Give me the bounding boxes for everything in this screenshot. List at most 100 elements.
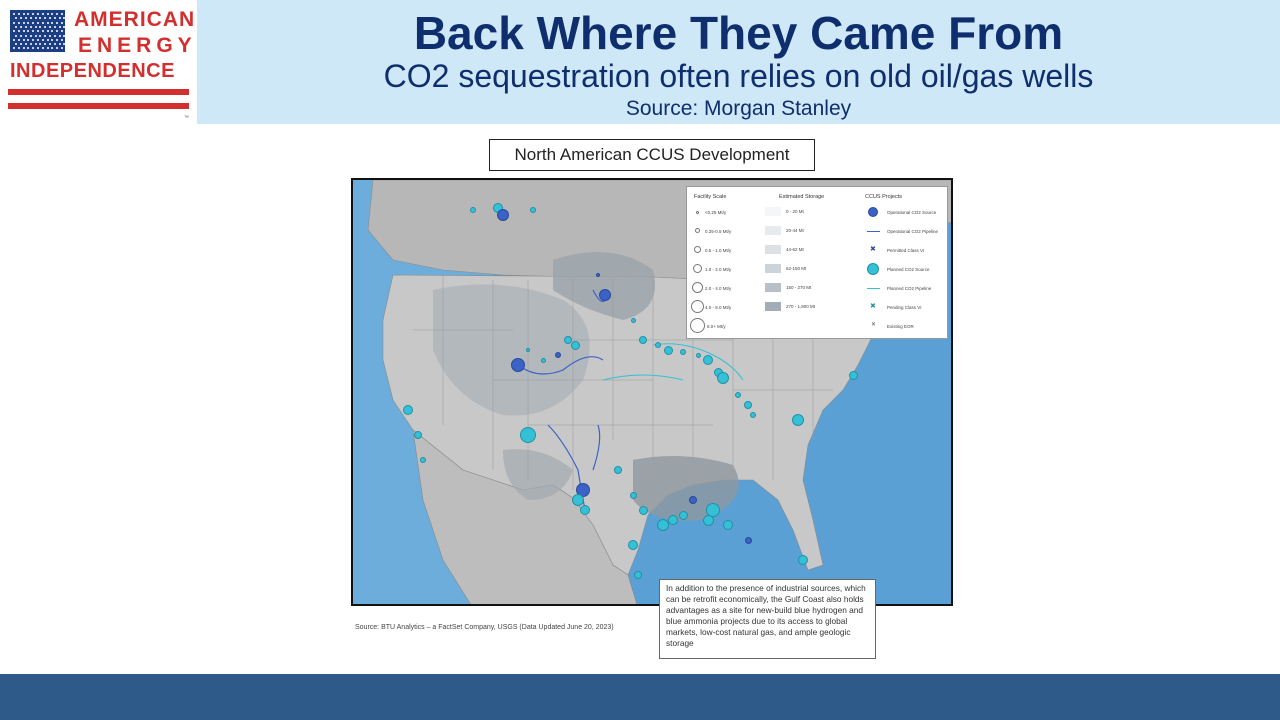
facility-marker: [555, 352, 561, 358]
flag-star: [58, 25, 61, 28]
flag-star: [56, 13, 59, 15]
flag-star: [61, 47, 63, 50]
scale-symbol: [695, 228, 700, 233]
facility-marker: [520, 427, 536, 443]
facility-marker: [540, 357, 546, 363]
map-legend: Facility Scale Estimated Storage CCUS Pr…: [686, 186, 948, 339]
legend-storage-item: 150 - 270 Mt: [786, 285, 812, 290]
facility-marker: [703, 355, 713, 365]
flag-star: [44, 43, 47, 46]
flag-star: [17, 47, 20, 50]
legend-scale-item: 0.5 - 1.0 Mt/y: [705, 248, 732, 253]
planned-pipeline-symbol: [867, 288, 880, 290]
flag-star: [20, 34, 23, 37]
flag-star: [13, 13, 15, 15]
flag-star: [39, 25, 42, 28]
flag-star: [61, 38, 63, 41]
planned-source-symbol: [867, 263, 879, 275]
flag-star: [25, 43, 27, 46]
flag-star: [39, 43, 42, 46]
facility-marker: [798, 555, 808, 565]
facility-marker: [580, 505, 590, 515]
facility-marker: [706, 503, 720, 517]
flag-star: [58, 17, 61, 20]
flag-star: [17, 38, 20, 41]
flag-star: [15, 17, 18, 20]
facility-marker: [511, 358, 525, 372]
flag-star: [56, 30, 59, 33]
storage-zone: [433, 284, 590, 416]
flag-star: [51, 21, 54, 24]
flag-star: [34, 17, 37, 20]
company-logo: AMERICAN ENERGY INDEPENDENCE ™: [0, 0, 197, 124]
flag-star: [32, 47, 35, 50]
title-band: Back Where They Came From CO2 sequestrat…: [197, 0, 1280, 124]
legend-heading-facility-scale: Facility Scale: [694, 194, 727, 200]
flag-star: [44, 17, 47, 20]
slide-source: Source: Morgan Stanley: [625, 97, 852, 120]
flag-star: [13, 38, 15, 41]
flag-star: [49, 17, 51, 20]
legend-project-item: Existing EOR: [887, 324, 914, 329]
flag-star: [37, 30, 39, 33]
storage-swatch: [765, 245, 781, 254]
logo-word-energy: ENERGY: [78, 34, 197, 57]
legend-storage-item: 62-150 Mt: [786, 266, 807, 271]
flag-star: [39, 17, 42, 20]
facility-marker: [596, 273, 600, 277]
storage-zone: [553, 252, 655, 320]
facility-marker: [630, 317, 636, 323]
flag-star: [13, 30, 15, 33]
flag-star: [53, 17, 56, 20]
logo-word-independence: INDEPENDENCE: [10, 60, 175, 82]
flag-star: [63, 17, 66, 20]
facility-marker: [526, 348, 530, 352]
flag-star: [49, 43, 51, 46]
map-source: Source: BTU Analytics – a FactSet Compan…: [355, 624, 614, 631]
legend-scale-item: 1.0 - 2.0 Mt/y: [705, 267, 732, 272]
facility-marker: [564, 336, 572, 344]
facility-marker: [570, 340, 580, 350]
operational-source-symbol: [868, 207, 878, 217]
logo-stripe: [8, 89, 189, 95]
flag-star: [53, 34, 56, 37]
facility-marker: [663, 345, 673, 355]
storage-zone: [503, 449, 573, 500]
flag-star: [15, 25, 18, 28]
flag-star: [63, 43, 66, 46]
flag-star: [27, 30, 30, 33]
logo-word-american: AMERICAN: [74, 8, 196, 31]
legend-project-item: Pending Class VI: [887, 305, 922, 310]
legend-scale-item: 4.0 - 8.0 Mt/y: [705, 305, 732, 310]
flag-star: [37, 13, 39, 15]
flag-star: [61, 13, 63, 15]
map-title-box: North American CCUS Development: [489, 139, 815, 171]
facility-marker: [629, 491, 637, 499]
flag-star: [27, 13, 30, 15]
facility-marker: [628, 540, 638, 550]
legend-storage-item: 44-62 Mt: [786, 247, 804, 252]
flag-star: [41, 13, 44, 15]
flag-star: [27, 21, 30, 24]
flag-star: [63, 34, 66, 37]
legend-heading-ccus-projects: CCUS Projects: [865, 194, 902, 200]
flag-star: [46, 47, 49, 50]
flag-star: [32, 30, 35, 33]
flag-star: [29, 25, 32, 28]
facility-marker: [689, 496, 697, 504]
facility-marker: [634, 571, 642, 579]
flag-star: [51, 47, 54, 50]
scale-symbol: [694, 246, 701, 253]
legend-scale-item: 8.0+ Mt/y: [707, 324, 726, 329]
flag-star: [27, 47, 30, 50]
flag-star: [17, 30, 20, 33]
flag-star: [41, 38, 44, 41]
facility-marker: [735, 392, 741, 398]
flag-star: [34, 25, 37, 28]
flag-star: [22, 13, 25, 15]
flag-star: [17, 13, 20, 15]
legend-heading-estimated-storage: Estimated Storage: [779, 194, 825, 200]
legend-storage-item: 0 - 20 Mt: [786, 209, 804, 214]
flag-star: [22, 47, 25, 50]
storage-swatch: [765, 302, 781, 311]
